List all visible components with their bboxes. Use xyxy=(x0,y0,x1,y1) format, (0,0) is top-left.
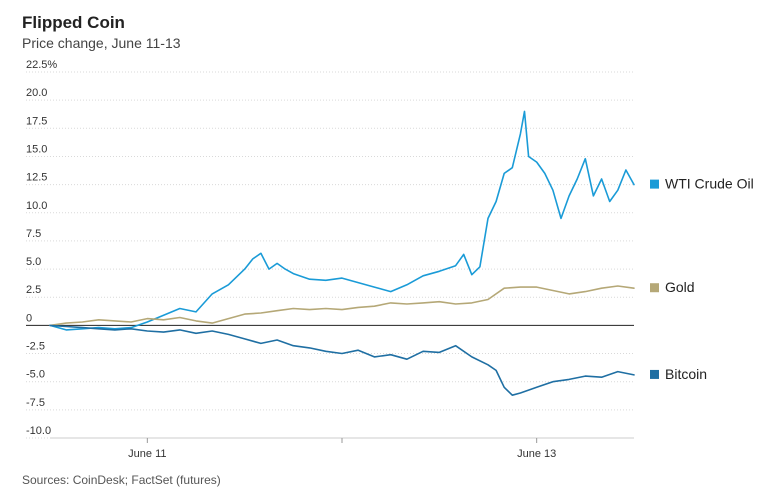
y-tick-label-11: -5.0 xyxy=(26,369,45,381)
series-line-wti-crude-oil xyxy=(49,110,635,331)
y-tick-label-3: 15.0 xyxy=(26,143,47,155)
chart-source: Sources: CoinDesk; FactSet (futures) xyxy=(22,473,221,487)
y-tick-label-6: 7.5 xyxy=(26,228,41,240)
y-tick-label-0: 22.5% xyxy=(26,59,57,71)
legend: WTI Crude Oil Gold Bitcoin xyxy=(650,176,754,382)
y-tick-label-4: 12.5 xyxy=(26,172,47,184)
x-tick-label-2: June 13 xyxy=(517,448,556,460)
legend-swatch-bitcoin xyxy=(650,369,659,379)
x-tick-label-0: June 11 xyxy=(128,448,166,460)
series-line-bitcoin xyxy=(49,324,635,397)
legend-label-gold: Gold xyxy=(665,279,695,295)
y-tick-label-2: 17.5 xyxy=(26,115,47,127)
series-lines xyxy=(49,110,635,397)
y-tick-label-1: 20.0 xyxy=(26,87,47,99)
y-tick-label-7: 5.0 xyxy=(26,256,41,268)
y-tick-label-8: 2.5 xyxy=(26,284,41,296)
series-line-gold xyxy=(49,285,635,327)
y-axis-ticks: 22.5% 20.0 17.5 15.0 12.5 10.0 7.5 5.0 2.5 0 -2.5 -… xyxy=(26,59,57,437)
legend-swatch-gold xyxy=(650,283,659,293)
x-axis-ticks: June 11 June 13 xyxy=(50,437,634,460)
chart-title: Flipped Coin xyxy=(22,13,125,32)
y-tick-label-5: 10.0 xyxy=(26,200,47,212)
y-tick-label-13: -10.0 xyxy=(26,425,51,437)
gridlines xyxy=(26,71,634,439)
legend-label-bitcoin: Bitcoin xyxy=(665,366,707,382)
chart-subtitle: Price change, June 11-13 xyxy=(22,35,181,51)
legend-label-wti-crude-oil: WTI Crude Oil xyxy=(665,176,754,192)
y-tick-label-9: 0 xyxy=(26,312,32,324)
y-tick-label-12: -7.5 xyxy=(26,397,45,409)
legend-swatch-wti-crude-oil xyxy=(650,179,659,189)
y-tick-label-10: -2.5 xyxy=(26,341,45,353)
